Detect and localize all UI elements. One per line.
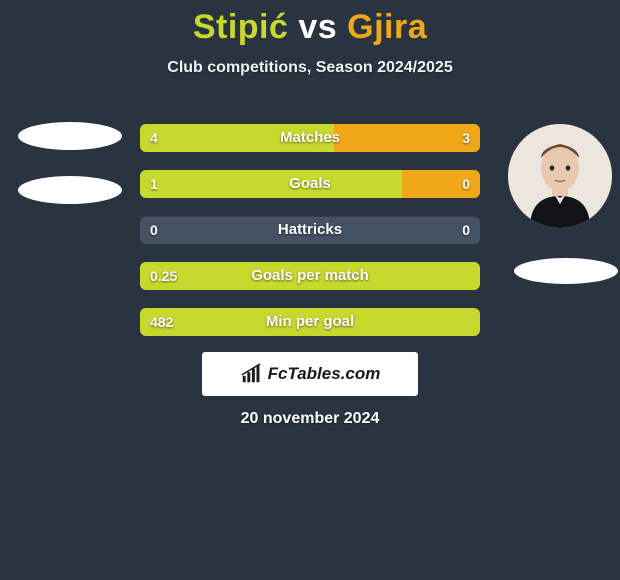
bar-chart-icon	[240, 363, 262, 385]
player2-club-placeholder	[514, 258, 618, 284]
stat-rows: 4 Matches 3 1 Goals 0 0 Hattricks 0 0.25…	[140, 124, 480, 354]
branding-badge: FcTables.com	[202, 352, 418, 396]
stat-label: Hattricks	[140, 216, 480, 244]
stat-row-matches: 4 Matches 3	[140, 124, 480, 152]
stat-value-right: 0	[462, 216, 470, 244]
player1-avatar-placeholder	[18, 122, 122, 150]
date-text: 20 november 2024	[0, 410, 620, 428]
stat-label: Min per goal	[140, 308, 480, 336]
branding-text: FcTables.com	[268, 364, 381, 384]
stat-value-right: 3	[462, 124, 470, 152]
vs-text: vs	[298, 8, 337, 46]
stat-value-right: 0	[462, 170, 470, 198]
player1-club-placeholder	[18, 176, 122, 204]
title: Stipić vs Gjira	[0, 0, 620, 47]
stat-label: Goals per match	[140, 262, 480, 290]
player2-avatar	[508, 124, 612, 228]
player2-name: Gjira	[347, 8, 427, 46]
subtitle: Club competitions, Season 2024/2025	[0, 59, 620, 77]
comparison-card: Stipić vs Gjira Club competitions, Seaso…	[0, 0, 620, 580]
stat-row-hattricks: 0 Hattricks 0	[140, 216, 480, 244]
stat-label: Matches	[140, 124, 480, 152]
stat-row-min-per-goal: 482 Min per goal	[140, 308, 480, 336]
player1-name: Stipić	[193, 8, 289, 46]
stat-row-goals: 1 Goals 0	[140, 170, 480, 198]
stat-label: Goals	[140, 170, 480, 198]
stat-row-goals-per-match: 0.25 Goals per match	[140, 262, 480, 290]
